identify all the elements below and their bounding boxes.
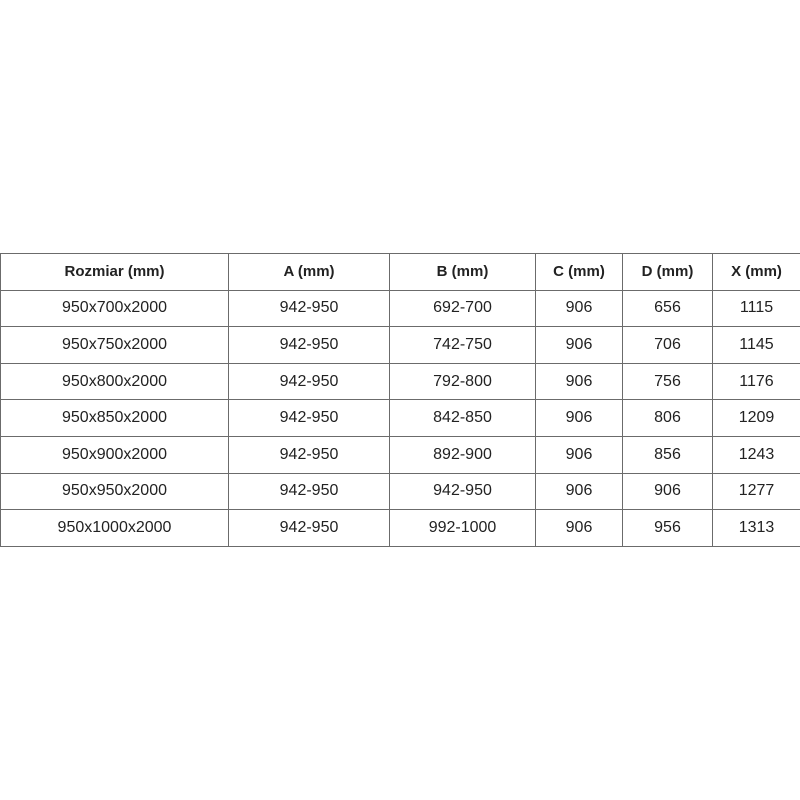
column-header: B (mm) (389, 253, 536, 291)
table-cell: 906 (622, 472, 713, 511)
table-row: 950x950x2000 942-950 942-950 906 906 1277 (0, 472, 800, 511)
table-cell: 706 (622, 326, 713, 364)
table-cell: 756 (622, 362, 713, 401)
table-cell: 692-700 (389, 289, 536, 328)
table-cell: 942-950 (228, 399, 390, 437)
table-cell: 906 (535, 399, 623, 437)
table-cell: 842-850 (389, 399, 536, 437)
table-cell: 942-950 (228, 326, 390, 364)
table-cell: 1243 (712, 435, 800, 474)
table-cell: 950x900x2000 (0, 435, 229, 474)
column-header: X (mm) (712, 253, 800, 291)
table-cell: 950x850x2000 (0, 399, 229, 437)
table-row: 950x1000x2000 942-950 992-1000 906 956 1313 (0, 509, 800, 547)
table-cell: 950x950x2000 (0, 472, 229, 511)
table-cell: 942-950 (228, 472, 390, 511)
table-cell: 942-950 (228, 509, 390, 547)
table-cell: 942-950 (389, 472, 536, 511)
table-row: 950x900x2000 942-950 892-900 906 856 1243 (0, 435, 800, 474)
table-cell: 950x800x2000 (0, 362, 229, 401)
table-row: 950x700x2000 942-950 692-700 906 656 1115 (0, 289, 800, 328)
table-cell: 1313 (712, 509, 800, 547)
table-cell: 906 (535, 362, 623, 401)
table-cell: 950x750x2000 (0, 326, 229, 364)
table-cell: 856 (622, 435, 713, 474)
table-cell: 906 (535, 289, 623, 328)
table-cell: 906 (535, 326, 623, 364)
table-cell: 1209 (712, 399, 800, 437)
table-cell: 950x1000x2000 (0, 509, 229, 547)
table-cell: 942-950 (228, 289, 390, 328)
table-cell: 992-1000 (389, 509, 536, 547)
table-cell: 806 (622, 399, 713, 437)
column-header: D (mm) (622, 253, 713, 291)
table-row: 950x850x2000 942-950 842-850 906 806 1209 (0, 399, 800, 437)
table-row: 950x750x2000 942-950 742-750 906 706 1145 (0, 326, 800, 364)
table-cell: 1176 (712, 362, 800, 401)
table-cell: 906 (535, 509, 623, 547)
table-row: 950x800x2000 942-950 792-800 906 756 1176 (0, 362, 800, 401)
dimensions-table: Rozmiar (mm) A (mm) B (mm) C (mm) D (mm) X (m… (0, 253, 800, 547)
table-cell: 956 (622, 509, 713, 547)
table-cell: 942-950 (228, 435, 390, 474)
table-cell: 892-900 (389, 435, 536, 474)
header-row: Rozmiar (mm) A (mm) B (mm) C (mm) D (mm) X (m… (0, 253, 800, 291)
table-cell: 950x700x2000 (0, 289, 229, 328)
table-cell: 942-950 (228, 362, 390, 401)
column-header: C (mm) (535, 253, 623, 291)
column-header: Rozmiar (mm) (0, 253, 229, 291)
table-cell: 906 (535, 472, 623, 511)
column-header: A (mm) (228, 253, 390, 291)
table-cell: 906 (535, 435, 623, 474)
table-cell: 1115 (712, 289, 800, 328)
table-cell: 1277 (712, 472, 800, 511)
table-cell: 792-800 (389, 362, 536, 401)
table-cell: 656 (622, 289, 713, 328)
table-cell: 1145 (712, 326, 800, 364)
table-cell: 742-750 (389, 326, 536, 364)
